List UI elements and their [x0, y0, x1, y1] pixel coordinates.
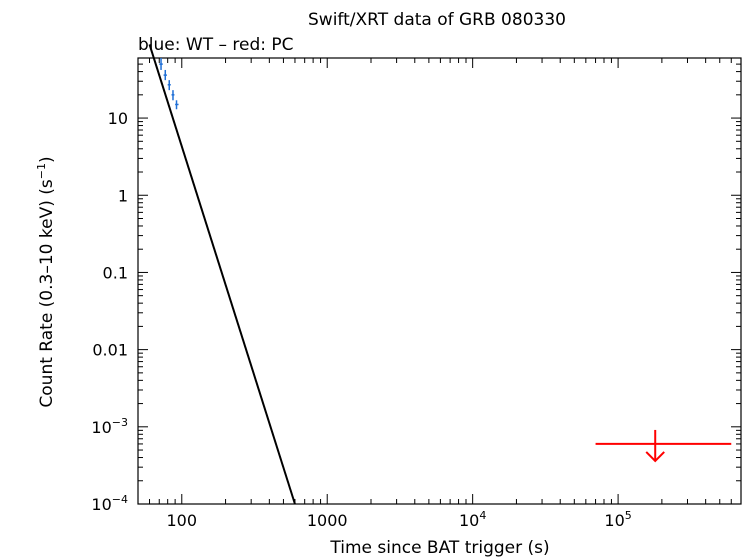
x-tick-label: 1000	[307, 511, 348, 530]
x-tick-label: 105	[604, 509, 631, 530]
x-tick-label: 100	[167, 511, 198, 530]
y-tick-label: 0.1	[103, 263, 128, 282]
y-axis-ticks: 10 1 0.1 0.01 10−3 10−4	[91, 57, 741, 514]
wt-point	[175, 100, 179, 110]
y-tick-label: 0.01	[92, 341, 128, 360]
wt-point	[163, 69, 167, 81]
wt-point	[171, 90, 175, 101]
y-axis-label-end: )	[37, 156, 57, 163]
pc-upper-limit-arrow-head	[645, 451, 665, 463]
pc-upper-limit	[595, 429, 732, 463]
model-line	[148, 44, 296, 505]
y-tick-label: 1	[118, 186, 128, 205]
y-tick-label: 10−4	[91, 493, 128, 514]
pc-series	[595, 429, 732, 463]
y-tick-label: 10	[108, 109, 128, 128]
chart-subtitle: blue: WT – red: PC	[138, 35, 294, 55]
x-axis-label: Time since BAT trigger (s)	[329, 538, 549, 558]
wt-point	[159, 58, 163, 70]
wt-series	[159, 58, 179, 110]
x-axis-ticks: 100 1000 104 105	[137, 58, 742, 530]
plot-frame	[137, 57, 742, 505]
y-axis-label: Count Rate (0.3–10 keV) (s−1)	[35, 156, 57, 407]
y-tick-label: 10−3	[91, 416, 128, 437]
model-layer	[148, 44, 296, 505]
y-axis-label-main: Count Rate (0.3–10 keV) (s	[37, 179, 57, 407]
wt-point	[167, 80, 171, 91]
chart-title: Swift/XRT data of GRB 080330	[308, 10, 566, 30]
y-axis-label-sup: −1	[35, 163, 48, 179]
x-tick-label: 104	[459, 509, 486, 530]
